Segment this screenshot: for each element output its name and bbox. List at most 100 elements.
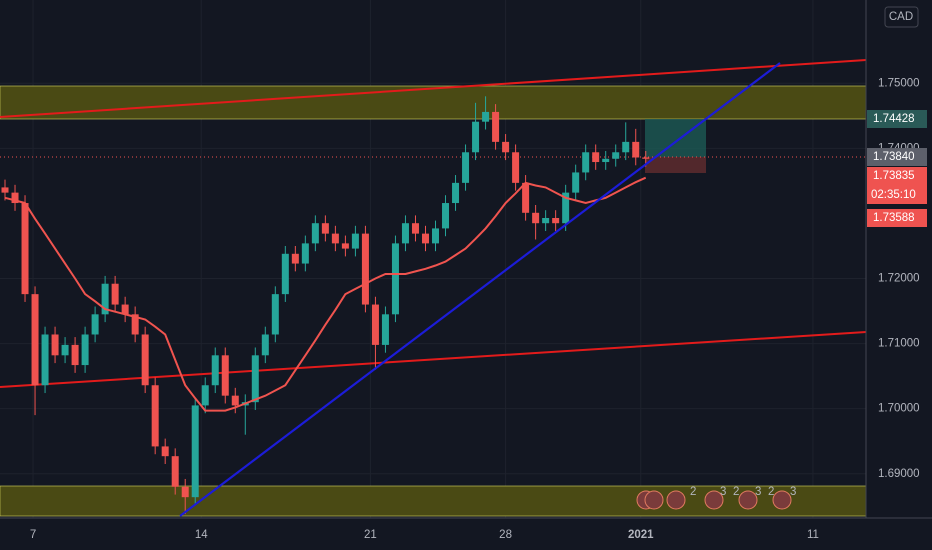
currency-button[interactable]	[884, 6, 919, 28]
candle-body	[331, 233, 339, 244]
candle-body	[442, 203, 450, 229]
candle-body	[81, 334, 89, 366]
y-tick-label: 1.70000	[878, 403, 920, 415]
badge-text: 1.73840	[873, 151, 915, 163]
candle-body	[612, 152, 620, 159]
candle-body	[211, 355, 219, 386]
x-tick-label: 21	[364, 529, 377, 541]
candle-body	[542, 218, 550, 224]
x-tick-label: 14	[195, 529, 208, 541]
candle-body	[181, 486, 189, 498]
candle-body	[602, 158, 610, 163]
candle-body	[582, 152, 590, 173]
trend-line-upper	[0, 59, 867, 118]
candle-body	[452, 182, 460, 204]
event-count: 3	[790, 486, 796, 498]
candle-body	[121, 304, 129, 315]
badge-text: 1.74428	[873, 113, 915, 125]
candle-body	[91, 314, 99, 335]
badge	[867, 110, 927, 128]
y-tick-label: 1.69000	[878, 468, 920, 480]
event-count: 2	[690, 486, 696, 498]
candle-body	[221, 355, 229, 396]
x-tick-label: 28	[499, 529, 512, 541]
resistance-zone	[0, 85, 867, 120]
moving-average	[4, 176, 647, 412]
plot	[1, 96, 650, 515]
event-icon[interactable]	[644, 490, 664, 510]
y-tick-label: 1.71000	[878, 338, 920, 350]
candle-body	[642, 157, 650, 159]
candle-body	[191, 405, 199, 498]
candle-body	[1, 187, 9, 193]
candle-body	[522, 182, 530, 213]
candle-body	[61, 344, 69, 356]
candle-body	[632, 141, 640, 158]
candle-body	[411, 223, 419, 234]
candle-body	[552, 218, 560, 224]
badge-text: 1.73588	[873, 212, 915, 224]
trend-line-support	[179, 62, 781, 517]
price-axis	[866, 0, 932, 550]
candle-body	[141, 334, 149, 386]
badge-text: 1.73835	[873, 170, 915, 182]
candle-body	[31, 294, 39, 386]
candle-body	[472, 121, 480, 153]
candle-body	[21, 203, 29, 295]
candle-body	[171, 456, 179, 487]
event-count: 3	[755, 486, 761, 498]
candle-body	[502, 141, 510, 153]
candle-body	[462, 152, 470, 183]
candle-body	[131, 314, 139, 335]
candle-body	[161, 446, 169, 457]
candle-body	[151, 385, 159, 447]
badge	[867, 167, 927, 204]
candle-body	[371, 304, 379, 345]
candle-body	[532, 212, 540, 224]
currency: CAD	[889, 11, 913, 23]
candle-body	[351, 233, 359, 249]
candle-body	[492, 111, 500, 142]
event-icon[interactable]	[772, 490, 792, 510]
events: 2 3 2 3 2 3	[636, 486, 796, 510]
candle-body	[482, 111, 490, 122]
candle-body	[291, 253, 299, 264]
candle-body	[421, 233, 429, 244]
x-tick-label: 2021	[628, 529, 654, 541]
badges: CAD 1.74428 1.73840 1.73835 02:35:10 1.7…	[867, 6, 927, 227]
candle-body	[391, 243, 399, 315]
event-icon[interactable]	[738, 490, 758, 510]
candle-body	[101, 283, 109, 315]
candle-body	[231, 395, 239, 406]
candle-body	[41, 334, 49, 386]
candle-body	[381, 314, 389, 345]
candle-body	[301, 243, 309, 264]
y-tick-label: 1.72000	[878, 273, 920, 285]
candle-body	[321, 223, 329, 234]
event-count: 2	[733, 486, 739, 498]
event-count: 3	[720, 486, 726, 498]
candle-body	[111, 283, 119, 305]
badge	[867, 148, 927, 166]
event-icon[interactable]	[704, 490, 724, 510]
candle-body	[71, 344, 79, 366]
stop-box	[645, 157, 706, 173]
y-tick-label: 1.75000	[878, 77, 920, 89]
candle-body	[592, 152, 600, 163]
candle-body	[401, 223, 409, 244]
candle-body	[281, 253, 289, 295]
candle-body	[11, 192, 19, 204]
candle-body	[51, 334, 59, 356]
event-icon[interactable]	[666, 490, 686, 510]
candle-body	[361, 233, 369, 305]
x-tick-label: 7	[30, 529, 36, 541]
candle-body	[622, 141, 630, 153]
candle-body	[562, 192, 570, 224]
drawings	[0, 59, 867, 517]
candle-body	[512, 152, 520, 183]
candle-body	[261, 334, 269, 356]
countdown: 02:35:10	[871, 189, 916, 201]
candle-body	[432, 228, 440, 244]
